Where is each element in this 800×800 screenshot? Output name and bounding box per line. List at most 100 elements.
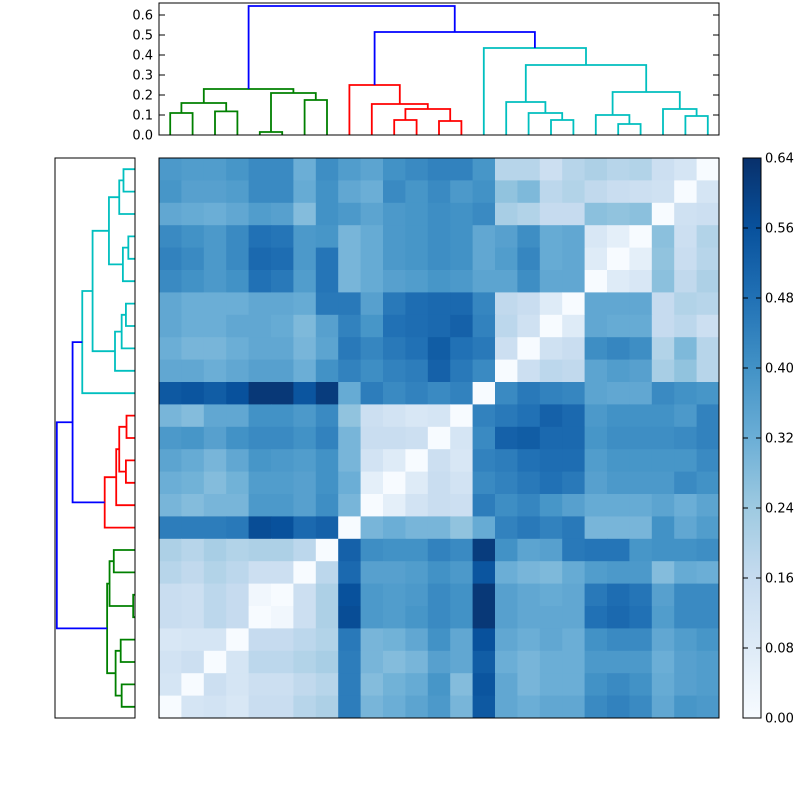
- heatmap-cell: [539, 650, 563, 674]
- heatmap-cell: [159, 471, 182, 495]
- heatmap-cell: [181, 628, 205, 652]
- heatmap-cell: [293, 382, 317, 405]
- heatmap-cell: [203, 449, 227, 473]
- dendrogram-link: [127, 235, 135, 260]
- heatmap-cell: [427, 695, 451, 719]
- heatmap-cell: [472, 471, 496, 495]
- heatmap-cell: [472, 359, 496, 383]
- heatmap-cell: [360, 628, 384, 652]
- heatmap-cell: [203, 426, 227, 450]
- heatmap-cell: [674, 471, 698, 495]
- heatmap-cell: [651, 270, 675, 293]
- heatmap-cell: [181, 292, 205, 316]
- heatmap-cell: [674, 158, 698, 181]
- dendrogram-link: [120, 683, 135, 708]
- heatmap-cell: [159, 382, 182, 405]
- heatmap-cell: [629, 202, 653, 226]
- heatmap-cell: [338, 538, 362, 562]
- heatmap-cell: [405, 426, 429, 450]
- heatmap-cell: [427, 673, 451, 697]
- heatmap-cell: [584, 673, 608, 697]
- heatmap-cell: [271, 494, 294, 517]
- heatmap-cell: [248, 561, 272, 585]
- heatmap-cell: [674, 247, 698, 271]
- heatmap: [158, 157, 720, 719]
- heatmap-cell: [405, 225, 429, 249]
- heatmap-cell: [360, 516, 384, 540]
- heatmap-cell: [517, 270, 541, 293]
- heatmap-cell: [159, 449, 182, 473]
- heatmap-cell: [315, 382, 339, 405]
- dendrogram-link: [270, 92, 317, 132]
- heatmap-cell: [293, 583, 317, 607]
- heatmap-cell: [248, 292, 272, 316]
- heatmap-cell: [427, 270, 451, 293]
- y-axis-tick-label: 0.2: [132, 89, 153, 104]
- colorbar-tick-label: 0.40: [765, 362, 794, 377]
- heatmap-cell: [203, 561, 227, 585]
- heatmap-cell: [271, 628, 294, 652]
- heatmap-cell: [405, 516, 429, 540]
- heatmap-cell: [472, 650, 496, 674]
- heatmap-cell: [360, 202, 384, 226]
- heatmap-cell: [181, 382, 205, 405]
- heatmap-cell: [338, 426, 362, 450]
- heatmap-cell: [226, 292, 250, 316]
- heatmap-cell: [539, 449, 563, 473]
- heatmap-cell: [271, 270, 294, 293]
- heatmap-cell: [271, 314, 294, 338]
- heatmap-cell: [472, 314, 496, 338]
- heatmap-cell: [584, 359, 608, 383]
- heatmap-cell: [293, 337, 317, 361]
- heatmap-cell: [696, 628, 720, 652]
- heatmap-cell: [203, 359, 227, 383]
- heatmap-cell: [696, 471, 720, 495]
- heatmap-cell: [629, 225, 653, 249]
- heatmap-cell: [674, 538, 698, 562]
- heatmap-cell: [159, 628, 182, 652]
- heatmap-cell: [696, 673, 720, 697]
- heatmap-cell: [383, 538, 406, 562]
- heatmap-cell: [248, 270, 272, 293]
- heatmap-cell: [427, 180, 451, 204]
- heatmap-cell: [360, 583, 384, 607]
- heatmap-cell: [517, 673, 541, 697]
- heatmap-cell: [607, 516, 630, 540]
- heatmap-cell: [248, 583, 272, 607]
- heatmap-cell: [562, 538, 586, 562]
- heatmap-cell: [315, 247, 339, 271]
- heatmap-cell: [360, 225, 384, 249]
- heatmap-cell: [674, 494, 698, 517]
- heatmap-cell: [495, 628, 518, 652]
- heatmap-cell: [405, 583, 429, 607]
- heatmap-cell: [226, 494, 250, 517]
- dendrogram-link: [119, 638, 135, 663]
- heatmap-cell: [495, 449, 518, 473]
- heatmap-cell: [338, 494, 362, 517]
- heatmap-cell: [181, 449, 205, 473]
- heatmap-cell: [338, 292, 362, 316]
- heatmap-cell: [427, 337, 451, 361]
- heatmap-cell: [248, 202, 272, 226]
- heatmap-cell: [629, 471, 653, 495]
- heatmap-cell: [472, 516, 496, 540]
- heatmap-cell: [472, 292, 496, 316]
- heatmap-cell: [607, 404, 630, 428]
- dendrogram-link: [106, 582, 116, 675]
- heatmap-cell: [495, 158, 518, 181]
- heatmap-cell: [248, 158, 272, 181]
- heatmap-cell: [629, 628, 653, 652]
- heatmap-cell: [517, 158, 541, 181]
- heatmap-cell: [271, 561, 294, 585]
- heatmap-cell: [562, 247, 586, 271]
- heatmap-cell: [271, 695, 294, 719]
- heatmap-cell: [248, 359, 272, 383]
- heatmap-cell: [315, 650, 339, 674]
- heatmap-cell: [495, 583, 518, 607]
- heatmap-cell: [293, 292, 317, 316]
- heatmap-cell: [472, 449, 496, 473]
- heatmap-cell: [562, 628, 586, 652]
- heatmap-cell: [271, 650, 294, 674]
- heatmap-cell: [405, 494, 429, 517]
- heatmap-cell: [607, 673, 630, 697]
